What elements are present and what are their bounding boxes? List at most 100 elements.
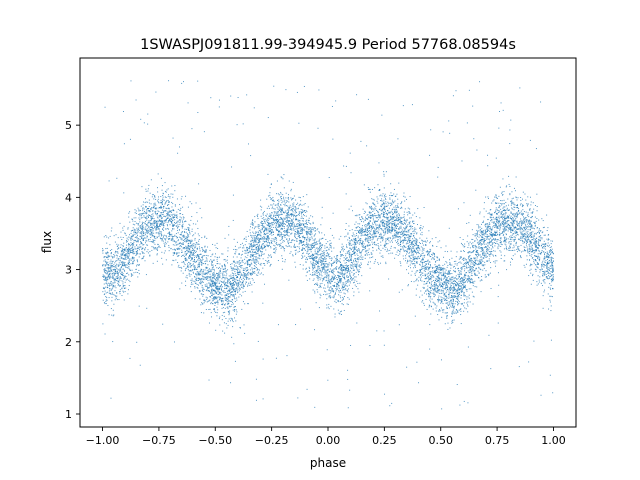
data-point [123, 291, 125, 293]
data-point [249, 282, 251, 284]
data-point [433, 302, 435, 304]
data-point [462, 263, 464, 265]
data-point [359, 265, 361, 267]
data-point [328, 276, 330, 278]
data-point [353, 234, 355, 236]
data-point [241, 264, 243, 266]
data-point [464, 294, 466, 296]
data-point [508, 227, 510, 229]
data-point [406, 240, 408, 242]
data-point [109, 271, 111, 273]
data-point [511, 257, 513, 259]
data-point [110, 285, 112, 287]
data-point [247, 264, 249, 266]
data-point [333, 260, 335, 262]
data-point [116, 299, 118, 301]
data-point [132, 253, 134, 255]
data-point [464, 273, 466, 275]
data-point [199, 282, 201, 284]
data-point [505, 218, 507, 220]
data-point [216, 297, 218, 299]
data-point [123, 278, 125, 280]
data-point [372, 198, 374, 200]
data-point [496, 218, 498, 220]
data-point [523, 219, 525, 221]
data-point [519, 250, 521, 252]
data-point [230, 286, 232, 288]
data-point [280, 196, 282, 198]
data-point [439, 310, 441, 312]
data-point [268, 215, 270, 217]
data-point [125, 256, 127, 258]
data-point [472, 244, 474, 246]
data-point [250, 234, 252, 236]
data-point [115, 270, 117, 272]
data-point [147, 188, 149, 190]
data-point [536, 242, 538, 244]
data-point [224, 311, 226, 313]
data-point [486, 238, 488, 240]
data-point [141, 248, 143, 250]
data-point [322, 264, 324, 266]
data-point [180, 220, 182, 222]
data-point [216, 287, 218, 289]
data-point [207, 279, 209, 281]
data-point [113, 272, 115, 274]
data-point [141, 227, 143, 229]
data-point [400, 203, 402, 205]
data-point [439, 240, 441, 242]
data-point [129, 269, 131, 271]
data-point [360, 239, 362, 241]
data-point [224, 237, 226, 239]
data-point [436, 285, 438, 287]
data-point [551, 296, 553, 298]
data-point [297, 225, 299, 227]
data-point [257, 237, 259, 239]
data-point [112, 341, 114, 343]
data-point [127, 267, 129, 269]
data-point [383, 213, 385, 215]
data-point [311, 233, 313, 235]
data-point [330, 286, 332, 288]
data-point [472, 269, 474, 271]
data-point [387, 210, 389, 212]
data-point [342, 296, 344, 298]
data-point [489, 240, 491, 242]
data-point [456, 284, 458, 286]
data-point [523, 233, 525, 235]
data-point [110, 255, 112, 257]
data-point [240, 244, 242, 246]
data-point [395, 231, 397, 233]
data-point [240, 257, 242, 259]
data-point [347, 279, 349, 281]
data-point [212, 283, 214, 285]
data-point [537, 266, 539, 268]
data-point [478, 261, 480, 263]
data-point [527, 229, 529, 231]
data-point [223, 281, 225, 283]
data-point [547, 272, 549, 274]
data-point [120, 246, 122, 248]
data-point [108, 269, 110, 271]
data-point [364, 230, 366, 232]
data-point [108, 180, 110, 182]
data-point [158, 196, 159, 198]
data-point [318, 232, 320, 234]
data-point [382, 255, 384, 257]
data-point [521, 212, 523, 214]
data-point [145, 206, 147, 208]
data-point [364, 219, 366, 221]
data-point [201, 274, 203, 276]
data-point [483, 252, 485, 254]
data-point [390, 223, 392, 225]
data-point [226, 298, 228, 300]
data-point [239, 293, 241, 295]
data-point [160, 214, 162, 216]
data-point [247, 303, 249, 305]
data-point [281, 210, 283, 212]
data-point [368, 228, 370, 230]
data-point [166, 189, 168, 191]
data-point [305, 268, 307, 270]
data-point [384, 227, 386, 229]
data-point [343, 283, 345, 285]
